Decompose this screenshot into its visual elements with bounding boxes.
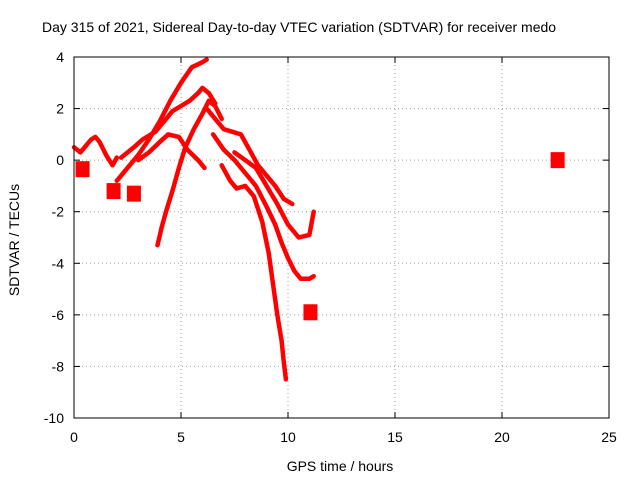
x-tick-label: 20 — [494, 429, 510, 445]
track-2 — [75, 161, 90, 178]
track-1 — [71, 134, 120, 168]
track-13 — [303, 304, 318, 321]
track-14 — [550, 152, 565, 169]
track-6 — [155, 98, 224, 248]
grid — [74, 57, 609, 418]
y-tick-label: -10 — [44, 410, 64, 426]
y-tick-label: 4 — [56, 49, 64, 65]
y-tick-label: -6 — [52, 307, 65, 323]
y-tick-label: -4 — [52, 255, 65, 271]
y-tick-label: 2 — [56, 101, 64, 117]
data-series — [71, 57, 565, 382]
track-9 — [204, 106, 295, 207]
track-7 — [126, 185, 141, 202]
x-tick-label: 10 — [280, 429, 296, 445]
track-3 — [106, 183, 121, 200]
track-11 — [219, 163, 289, 382]
y-tick-label: 0 — [56, 152, 64, 168]
track-8 — [135, 132, 207, 171]
x-tick-label: 15 — [387, 429, 403, 445]
x-tick-label: 25 — [601, 429, 617, 445]
track-5 — [118, 85, 218, 160]
y-tick-label: -2 — [52, 204, 65, 220]
x-tick-label: 5 — [177, 429, 185, 445]
track-10 — [210, 132, 316, 282]
x-tick-label: 0 — [70, 429, 78, 445]
chart-title: Day 315 of 2021, Sidereal Day-to-day VTE… — [42, 19, 556, 35]
y-axis-label: SDTVAR / TECUs — [6, 184, 22, 296]
y-tick-label: -8 — [52, 358, 65, 374]
axis-ticks: 0 5 10 15 20 25 -10 -8 -6 -4 -2 0 2 4 — [44, 49, 617, 445]
track-12 — [232, 150, 316, 240]
track-4 — [114, 57, 209, 184]
x-axis-label: GPS time / hours — [287, 458, 394, 474]
plot-frame — [73, 56, 610, 419]
